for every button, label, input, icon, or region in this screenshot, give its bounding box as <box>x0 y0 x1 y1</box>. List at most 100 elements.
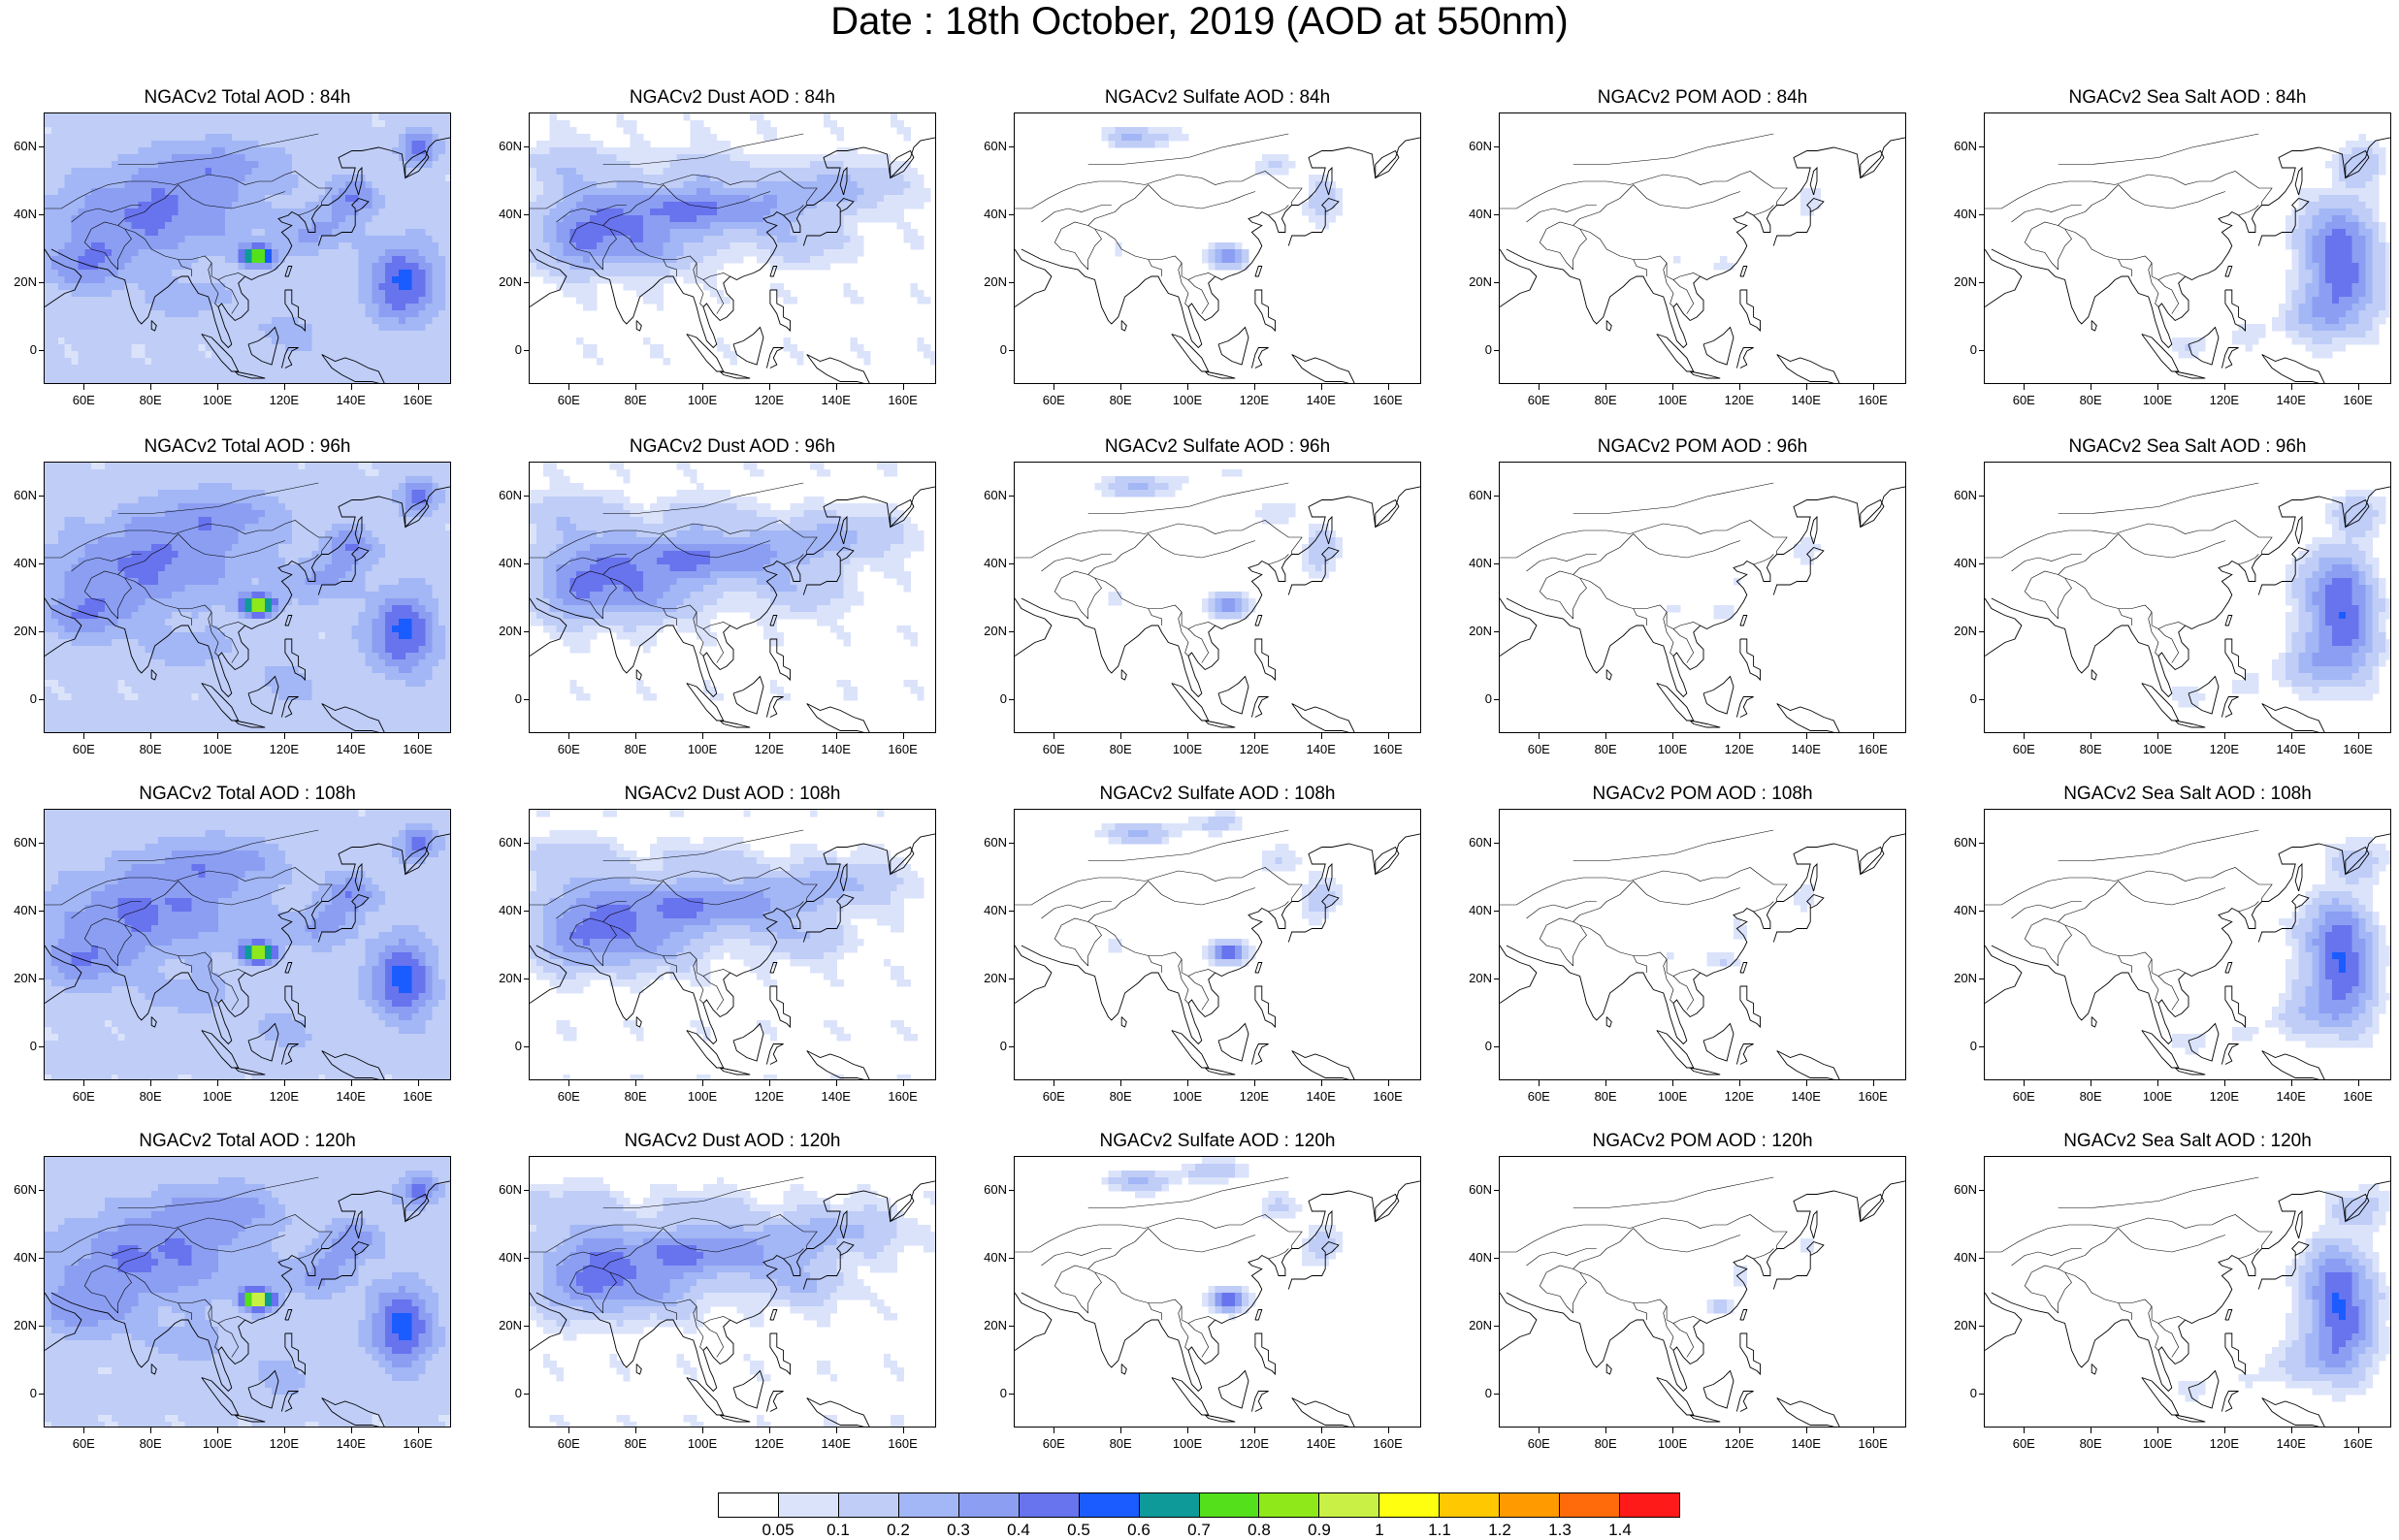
lat-label: 60N <box>499 835 522 850</box>
lat-tick <box>1009 1394 1014 1395</box>
lon-tick <box>1872 733 1874 739</box>
lon-tick <box>2290 1428 2292 1433</box>
lon-tick <box>2290 733 2292 739</box>
lon-tick <box>902 1080 904 1086</box>
lon-tick <box>350 733 352 739</box>
coastlines <box>45 486 450 732</box>
lon-label: 140E <box>2276 1089 2306 1104</box>
lon-label: 100E <box>2142 742 2173 756</box>
lon-label: 100E <box>2142 1089 2173 1104</box>
coastlines <box>1985 137 2390 383</box>
lat-label: 40N <box>1954 207 1977 221</box>
lon-tick <box>2290 384 2292 390</box>
lon-tick <box>217 384 219 390</box>
lat-tick <box>1494 214 1499 215</box>
lat-tick <box>39 1258 44 1259</box>
lat-tick <box>39 496 44 497</box>
lat-tick <box>1009 1326 1014 1327</box>
lon-label: 100E <box>1657 1089 1688 1104</box>
lon-label: 80E <box>1109 393 1132 407</box>
lon-tick <box>350 384 352 390</box>
lon-label: 100E <box>687 1436 718 1451</box>
lat-tick <box>39 1394 44 1395</box>
country-borders <box>1500 482 1788 663</box>
aod-field-svg <box>530 463 935 732</box>
coastlines <box>530 137 935 383</box>
lat-label: 20N <box>14 971 37 985</box>
coastlines <box>530 486 935 732</box>
lat-tick <box>524 843 529 844</box>
aod-field-cells <box>1673 188 1821 271</box>
lat-tick <box>39 699 44 700</box>
lat-label: 0 <box>1969 1386 1977 1400</box>
country-borders <box>530 829 818 1011</box>
lon-label: 80E <box>624 1089 647 1104</box>
lon-label: 100E <box>1172 1436 1203 1451</box>
lon-label: 120E <box>1239 393 1270 407</box>
aod-map <box>1014 112 1421 384</box>
lon-label: 160E <box>1858 1089 1888 1104</box>
lon-label: 120E <box>2209 742 2240 756</box>
lat-tick <box>39 1046 44 1047</box>
lon-label: 160E <box>1858 1436 1888 1451</box>
lat-label: 40N <box>1469 207 1492 221</box>
lon-tick <box>902 384 904 390</box>
lon-tick <box>417 1080 419 1086</box>
lon-tick <box>702 1080 704 1086</box>
lat-tick <box>1009 1258 1014 1259</box>
lon-label: 140E <box>1791 742 1821 756</box>
lon-label: 100E <box>2142 1436 2173 1451</box>
lon-tick <box>83 1428 85 1433</box>
lon-tick <box>835 1080 837 1086</box>
lat-tick <box>1009 146 1014 147</box>
panel-title: NGACv2 Total AOD : 84h <box>144 87 351 108</box>
lat-tick <box>1494 1258 1499 1259</box>
aod-map <box>1984 112 2391 384</box>
lon-label: 60E <box>2012 742 2035 756</box>
aod-map <box>44 809 451 1080</box>
lat-label: 40N <box>984 207 1007 221</box>
lon-label: 60E <box>1527 1436 1550 1451</box>
lat-tick <box>1979 282 1984 283</box>
lon-label: 120E <box>269 1089 300 1104</box>
country-borders <box>1015 482 1303 663</box>
lat-label: 0 <box>1969 691 1977 706</box>
lat-tick <box>1494 496 1499 497</box>
aod-field-cells <box>1101 1157 1343 1321</box>
lon-tick <box>2223 733 2225 739</box>
lat-tick <box>1494 1326 1499 1327</box>
lat-label: 60N <box>1469 1182 1492 1197</box>
lon-tick <box>417 384 419 390</box>
lat-label: 60N <box>1954 139 1977 153</box>
lon-label: 120E <box>1239 1089 1270 1104</box>
lat-tick <box>39 843 44 844</box>
lon-label: 140E <box>821 1436 851 1451</box>
lat-tick <box>524 350 529 351</box>
lat-label: 40N <box>499 1250 522 1265</box>
lon-label: 160E <box>888 1436 918 1451</box>
lon-label: 100E <box>1172 742 1203 756</box>
map-panel-pom-row2: NGACv2 POM AOD : 96h 60N 40N 20N 0 60E 80E 100E… <box>1455 434 1940 764</box>
lon-label: 80E <box>624 393 647 407</box>
lat-tick <box>524 631 529 632</box>
aod-field-cells <box>2178 1184 2390 1402</box>
panel-title: NGACv2 Sulfate AOD : 108h <box>1099 784 1336 804</box>
coastlines <box>530 1180 935 1427</box>
map-panel-total-row2: NGACv2 Total AOD : 96h 60N 40N 20N 0 60E 80E 10… <box>0 434 485 764</box>
lon-tick <box>1120 1428 1122 1433</box>
lon-label: 160E <box>403 742 433 756</box>
country-borders <box>45 133 333 314</box>
lat-tick <box>1494 1190 1499 1191</box>
lat-label: 60N <box>1954 1182 1977 1197</box>
colorbar-cell <box>1259 1493 1320 1517</box>
coastlines <box>1500 1180 1905 1427</box>
lon-label: 140E <box>1791 1436 1821 1451</box>
lat-label: 20N <box>499 1318 522 1332</box>
lon-label: 80E <box>1109 1089 1132 1104</box>
lon-tick <box>283 384 285 390</box>
panel-title: NGACv2 Total AOD : 108h <box>139 784 356 804</box>
lon-label: 100E <box>202 1089 233 1104</box>
lat-label: 20N <box>1469 274 1492 289</box>
lat-tick <box>1009 631 1014 632</box>
lon-tick <box>768 1080 770 1086</box>
